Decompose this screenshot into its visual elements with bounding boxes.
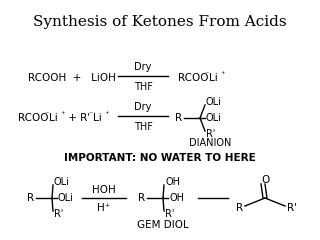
Text: Synthesis of Ketones From Acids: Synthesis of Ketones From Acids [33, 15, 287, 29]
Text: RCOOH  +   LiOH: RCOOH + LiOH [28, 73, 116, 83]
Text: R': R' [165, 209, 174, 219]
Text: ⁺: ⁺ [220, 70, 225, 78]
Text: THF: THF [133, 82, 152, 92]
Text: OLi: OLi [58, 193, 74, 203]
Text: ⁻: ⁻ [88, 109, 92, 119]
Text: OH: OH [169, 193, 184, 203]
Text: R': R' [287, 203, 297, 213]
Text: OLi: OLi [206, 113, 222, 123]
Text: Li: Li [93, 113, 102, 123]
Text: OLi: OLi [54, 177, 70, 187]
Text: RCOO: RCOO [18, 113, 49, 123]
Text: IMPORTANT: NO WATER TO HERE: IMPORTANT: NO WATER TO HERE [64, 153, 256, 163]
Text: Li: Li [49, 113, 58, 123]
Text: H⁺: H⁺ [97, 203, 111, 213]
Text: OH: OH [165, 177, 180, 187]
Text: ⁺: ⁺ [60, 109, 65, 119]
Text: Dry: Dry [134, 102, 152, 112]
Text: Li: Li [209, 73, 218, 83]
Text: ⁻: ⁻ [44, 109, 48, 119]
Text: ⁻: ⁻ [204, 70, 208, 78]
Text: ⁺: ⁺ [104, 109, 108, 119]
Text: HOH: HOH [92, 185, 116, 195]
Text: R': R' [206, 129, 215, 139]
Text: + R': + R' [65, 113, 90, 123]
Text: DIANION: DIANION [189, 138, 231, 148]
Text: OLi: OLi [206, 97, 222, 107]
Text: R': R' [54, 209, 63, 219]
Text: THF: THF [133, 122, 152, 132]
Text: Dry: Dry [134, 62, 152, 72]
Text: R: R [175, 113, 182, 123]
Text: R: R [27, 193, 34, 203]
Text: R: R [236, 203, 243, 213]
Text: RCOO: RCOO [178, 73, 209, 83]
Text: GEM DIOL: GEM DIOL [137, 220, 189, 230]
Text: O: O [261, 175, 269, 185]
Text: R: R [138, 193, 145, 203]
